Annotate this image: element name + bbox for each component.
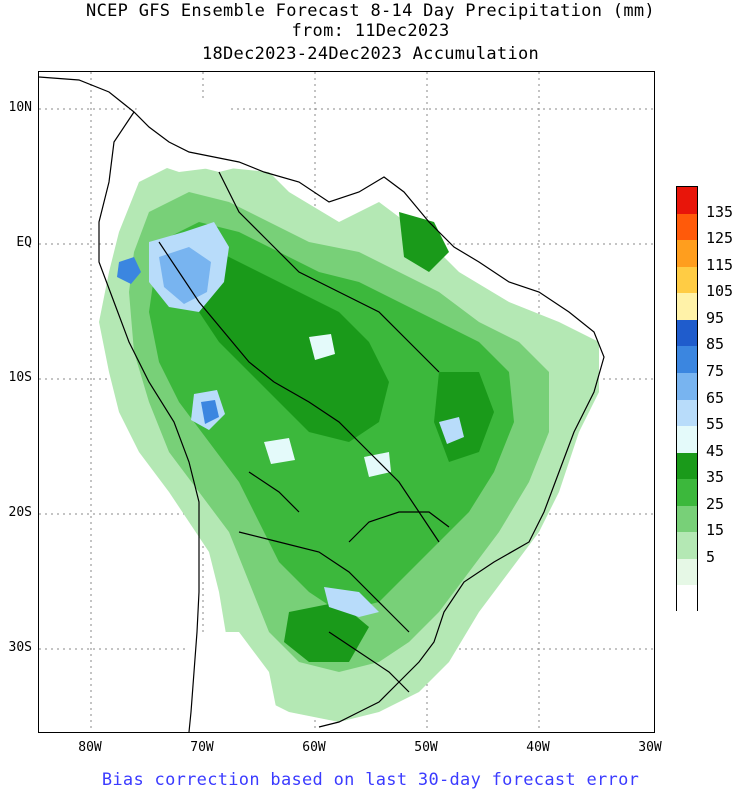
colorbar-segment xyxy=(677,187,697,215)
lon-label-60w: 60W xyxy=(302,740,326,755)
colorbar-segment xyxy=(677,319,697,347)
lat-label-30s: 30S xyxy=(8,640,32,655)
colorbar-segment xyxy=(677,479,697,507)
colorbar-segment xyxy=(677,293,697,321)
colorbar-segment xyxy=(677,346,697,374)
lat-label-eq: EQ xyxy=(16,235,32,250)
colorbar-label: 135 xyxy=(706,202,734,221)
lon-label-30w: 30W xyxy=(638,740,662,755)
colorbar-segment xyxy=(677,532,697,560)
colorbar-label: 25 xyxy=(706,494,725,513)
colorbar-label: 55 xyxy=(706,415,725,434)
lon-label-70w: 70W xyxy=(190,740,214,755)
colorbar-segment xyxy=(677,452,697,480)
colorbar-segment xyxy=(677,585,697,613)
colorbar-label: 95 xyxy=(706,308,725,327)
colorbar-segment xyxy=(677,399,697,427)
coastlines-borders xyxy=(39,76,605,732)
colorbar-segment xyxy=(677,240,697,268)
map-title-line-2: from: 11Dec2023 xyxy=(291,21,450,41)
lat-label-10s: 10S xyxy=(8,370,32,385)
precipitation-map-canvas xyxy=(39,72,654,732)
colorbar-label: 45 xyxy=(706,441,725,460)
colorbar-label: 75 xyxy=(706,361,725,380)
colorbar-label: 125 xyxy=(706,229,734,248)
colorbar-label: 115 xyxy=(706,255,734,274)
precipitation-colorbar xyxy=(676,186,698,613)
lat-label-20s: 20S xyxy=(8,505,32,520)
colorbar-segment xyxy=(677,426,697,454)
colorbar-label: 35 xyxy=(706,468,725,487)
lon-label-80w: 80W xyxy=(78,740,102,755)
colorbar-label: 65 xyxy=(706,388,725,407)
lat-label-10n: 10N xyxy=(8,100,32,115)
colorbar-segment xyxy=(677,266,697,294)
colorbar-segment xyxy=(677,505,697,533)
colorbar-segment xyxy=(677,213,697,241)
colorbar-segment xyxy=(677,558,697,586)
map-title-line-3: 18Dec2023-24Dec2023 Accumulation xyxy=(201,44,540,64)
colorbar-label: 5 xyxy=(706,547,716,566)
bias-correction-note: Bias correction based on last 30-day for… xyxy=(101,770,640,790)
colorbar-label: 15 xyxy=(706,521,725,540)
lon-label-40w: 40W xyxy=(526,740,550,755)
colorbar-label: 85 xyxy=(706,335,725,354)
colorbar-segment xyxy=(677,372,697,400)
colorbar-label: 105 xyxy=(706,282,734,301)
map-title-line-1: NCEP GFS Ensemble Forecast 8-14 Day Prec… xyxy=(86,1,655,21)
precipitation-map xyxy=(38,71,655,733)
lon-label-50w: 50W xyxy=(414,740,438,755)
precipitation-field xyxy=(99,92,599,732)
